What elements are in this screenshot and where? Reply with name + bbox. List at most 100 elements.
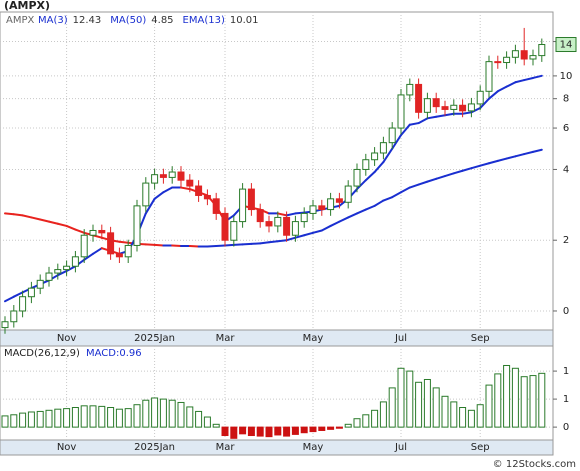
indicator-line: [83, 252, 94, 261]
indicator-line: [294, 234, 306, 239]
candle-body: [335, 198, 343, 203]
indicator-line: [523, 76, 534, 82]
indicator-line: [21, 214, 33, 219]
macd-date-strip: [0, 439, 554, 456]
macd-bar: [71, 407, 79, 428]
candle-body: [344, 185, 352, 203]
candle-body: [283, 216, 291, 236]
macd-bar: [520, 376, 528, 428]
macd-bar: [98, 405, 106, 428]
candle-body: [177, 171, 185, 181]
indicator-line: [224, 243, 235, 247]
macd-bar: [503, 364, 511, 428]
macd-bar: [80, 405, 88, 428]
candle-body: [529, 55, 537, 60]
indicator-line: [285, 212, 297, 217]
indicator-line: [461, 167, 473, 172]
macd-bar: [309, 426, 317, 433]
indicator-line: [488, 90, 499, 100]
indicator-line: [382, 196, 394, 202]
candle-body: [467, 103, 475, 112]
macd-bar: [415, 381, 423, 428]
indicator-line: [532, 148, 543, 153]
indicator-line: [479, 97, 490, 110]
indicator-line: [400, 186, 411, 194]
last-price-label: 14: [560, 40, 573, 51]
indicator-line: [514, 79, 526, 84]
last-price-box: [555, 37, 577, 53]
macd-bar: [274, 426, 282, 436]
indicator-line: [356, 179, 367, 191]
x-tick-label: Nov: [57, 442, 77, 453]
macd-bar: [124, 408, 132, 428]
macd-bar: [1, 415, 9, 428]
macd-bar: [344, 423, 352, 428]
candle-body: [274, 216, 282, 227]
candle-body: [362, 159, 370, 170]
candle-body: [265, 221, 273, 227]
indicator-line: [144, 243, 156, 246]
candle-body: [186, 179, 194, 187]
indicator-line: [347, 212, 358, 219]
candle-body: [168, 171, 176, 178]
indicator-line: [30, 216, 42, 221]
indicator-line: [56, 269, 68, 277]
candle-body: [36, 279, 44, 289]
macd-bar: [107, 407, 115, 428]
x-tick-label: Sep: [471, 333, 490, 344]
candle-body: [45, 272, 53, 281]
indicator-line: [56, 222, 68, 227]
x-tick-label: Sep: [471, 442, 490, 453]
macd-bar: [115, 408, 123, 428]
indicator-line: [417, 117, 429, 125]
indicator-line: [391, 134, 402, 150]
candle-body: [142, 182, 150, 207]
macd-bar: [538, 372, 546, 428]
indicator-line: [74, 228, 86, 234]
macd-bar: [265, 426, 273, 438]
candle-body: [71, 256, 79, 267]
y-tick-label: 4: [563, 164, 569, 175]
candle-body: [423, 98, 431, 113]
indicator-line: [426, 115, 438, 120]
legend-value: 10.01: [230, 15, 259, 26]
candle-body: [247, 188, 255, 211]
indicator-line: [276, 212, 288, 217]
indicator-line: [215, 244, 226, 247]
y-tick-label: 8: [563, 94, 569, 105]
macd-bar: [239, 426, 247, 435]
indicator-line: [312, 229, 323, 234]
candle-body: [107, 232, 115, 255]
candle-body: [239, 188, 247, 223]
indicator-line: [470, 107, 482, 114]
candle-body: [397, 94, 405, 129]
indicator-line: [496, 157, 508, 162]
candle-body: [379, 142, 387, 154]
macd-bar: [19, 412, 27, 428]
macd-bar: [159, 398, 167, 428]
macd-bar: [529, 375, 537, 428]
macd-bar: [247, 426, 255, 437]
macd-bar: [371, 409, 379, 428]
indicator-line: [417, 180, 429, 186]
candle-body: [353, 168, 361, 187]
candle-body: [318, 205, 326, 211]
candle-body: [63, 265, 71, 271]
y-tick-label: 0: [563, 422, 569, 433]
x-tick-label: May: [303, 333, 324, 344]
candle-body: [441, 106, 449, 110]
macd-bar: [406, 370, 414, 428]
macd-bar: [327, 426, 335, 430]
candle-body: [511, 50, 519, 58]
macd-bar: [432, 387, 440, 428]
macd-bar: [441, 395, 449, 428]
macd-bar: [467, 409, 475, 428]
candle-body: [538, 44, 546, 57]
macd-bar: [423, 378, 431, 428]
macd-bar: [27, 411, 35, 428]
x-tick-label: Mar: [216, 333, 236, 344]
legend-value: 4.85: [151, 15, 173, 26]
macd-bar: [221, 426, 229, 437]
title: (AMPX): [4, 0, 50, 12]
